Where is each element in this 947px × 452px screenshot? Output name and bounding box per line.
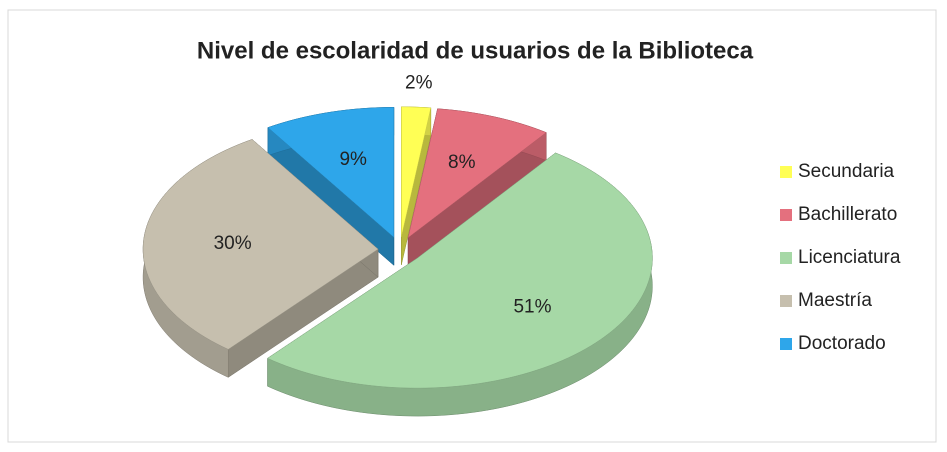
slice bbox=[267, 152, 653, 417]
legend-label: Licenciatura bbox=[798, 247, 901, 268]
data-label: 8% bbox=[448, 152, 476, 173]
slice-top bbox=[267, 107, 395, 238]
legend-label: Doctorado bbox=[798, 333, 886, 354]
legend-label: Secundaria bbox=[798, 161, 895, 182]
slice-top bbox=[267, 152, 653, 389]
legend-label: Bachillerato bbox=[798, 204, 897, 225]
slice bbox=[407, 108, 547, 267]
slice-top bbox=[401, 106, 432, 237]
legend-swatch bbox=[780, 209, 792, 221]
legend-swatch bbox=[780, 252, 792, 264]
chart-title: Nivel de escolaridad de usuarios de la B… bbox=[197, 37, 754, 64]
slice bbox=[142, 138, 379, 378]
slice bbox=[401, 106, 432, 265]
legend-swatch bbox=[780, 295, 792, 307]
slice-top bbox=[407, 108, 547, 239]
slice-top bbox=[142, 139, 379, 350]
data-label: 2% bbox=[405, 73, 433, 94]
data-label: 9% bbox=[339, 149, 367, 170]
legend-swatch bbox=[780, 166, 792, 178]
legend-label: Maestría bbox=[798, 290, 872, 311]
data-label: 30% bbox=[214, 233, 252, 254]
legend-swatch bbox=[780, 338, 792, 350]
data-label: 51% bbox=[513, 297, 551, 318]
